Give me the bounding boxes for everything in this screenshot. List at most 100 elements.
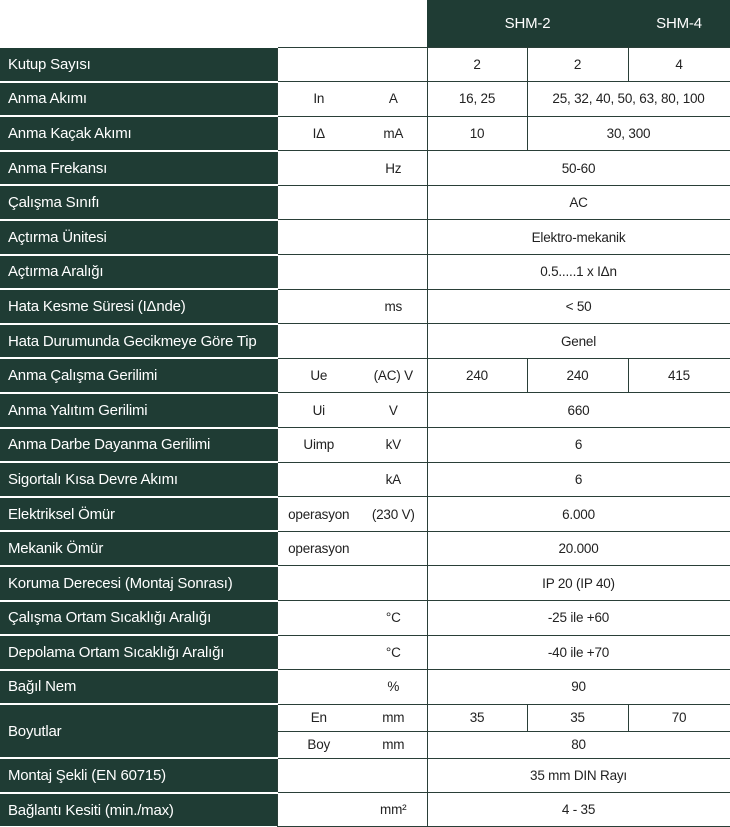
row-label: Elektriksel Ömür [0, 495, 278, 532]
symbol-cell: IΔ [276, 115, 360, 152]
model-header: SHM-2 [427, 0, 629, 47]
value-cell: 240 [426, 357, 528, 394]
table-row: Açtırma Ünitesi Elektro-mekanik [0, 218, 730, 256]
table-row: Sigortalı Kısa Devre Akımı kA 6 [0, 461, 730, 498]
table-row: Hata Kesme Süresi (IΔnde) ms < 50 [0, 288, 730, 325]
symbol-cell [276, 184, 360, 221]
symbol-cell: Uimp [276, 427, 360, 463]
row-label: Anma Darbe Dayanma Gerilimi [0, 426, 278, 463]
row-label: Koruma Derecesi (Montaj Sonrası) [0, 564, 278, 601]
unit-cell: V [360, 392, 428, 429]
value-cell: -25 ile +60 [426, 600, 730, 636]
symbol-cell [276, 757, 360, 794]
value-cell: 10 [426, 115, 528, 152]
unit-cell: (AC) V [360, 357, 428, 394]
row-label: Anma Çalışma Gerilimi [0, 357, 278, 393]
value-cell: 25, 32, 40, 50, 63, 80, 100 [526, 81, 730, 117]
table-row: Çalışma Sınıfı AC [0, 184, 730, 221]
unit-cell: A [360, 81, 428, 117]
value-cell: Elektro-mekanik [426, 219, 730, 256]
row-label: Kutup Sayısı [0, 46, 278, 82]
symbol-cell [276, 254, 360, 290]
table-row: Anma Akımı In A 16, 25 25, 32, 40, 50, 63, 8… [0, 80, 730, 117]
unit-cell: mm [360, 703, 428, 732]
value-cell: 2 [426, 46, 528, 83]
unit-cell: ms [360, 288, 428, 325]
symbol-cell [276, 46, 360, 83]
unit-cell: kA [360, 461, 428, 498]
value-cell: -40 ile +70 [426, 634, 730, 671]
symbol-cell [276, 461, 360, 498]
table-row: Kutup Sayısı 2 2 4 [0, 46, 730, 83]
value-cell: 35 [426, 703, 528, 732]
value-cell: 6 [426, 427, 730, 463]
table-row: Açtırma Aralığı 0.5.....1 x IΔn [0, 253, 730, 290]
header-blank [0, 0, 427, 47]
model-header: SHM-4 [628, 0, 730, 47]
value-cell: < 50 [426, 288, 730, 325]
unit-cell: Hz [360, 150, 428, 186]
symbol-cell: In [276, 81, 360, 117]
value-cell: 16, 25 [426, 81, 528, 117]
symbol-cell [276, 669, 360, 705]
table-row: Elektriksel Ömür operasyon (230 V) 6.000 [0, 495, 730, 532]
unit-cell: °C [360, 600, 428, 636]
row-label: Depolama Ortam Sıcaklığı Aralığı [0, 634, 278, 670]
value-cell: 30, 300 [526, 115, 730, 152]
symbol-cell: Ue [276, 357, 360, 394]
value-cell: 50-60 [426, 150, 730, 186]
unit-cell [360, 565, 428, 601]
unit-cell [360, 254, 428, 290]
table-row: Koruma Derecesi (Montaj Sonrası) IP 20 (I… [0, 564, 730, 601]
symbol-cell: Ui [276, 392, 360, 429]
symbol-cell [276, 323, 360, 359]
symbol-cell: operasyon [276, 496, 360, 532]
value-cell: IP 20 (IP 40) [426, 565, 730, 601]
row-label: Çalışma Sınıfı [0, 184, 278, 220]
table-row: Bağlantı Kesiti (min./max) mm² 4 - 35 [0, 791, 730, 827]
unit-cell [360, 219, 428, 256]
row-label: Sigortalı Kısa Devre Akımı [0, 461, 278, 497]
symbol-cell [276, 565, 360, 601]
unit-cell [360, 757, 428, 794]
unit-cell: kV [360, 427, 428, 463]
row-label: Anma Kaçak Akımı [0, 115, 278, 151]
row-label: Montaj Şekli (EN 60715) [0, 757, 278, 793]
table-row: Anma Çalışma Gerilimi Ue (AC) V 240 240 415 [0, 357, 730, 394]
value-cell: 2 [526, 46, 629, 83]
table-row: Mekanik Ömür operasyon 20.000 [0, 530, 730, 567]
value-cell: Genel [426, 323, 730, 359]
value-cell: 90 [426, 669, 730, 705]
table-row: Montaj Şekli (EN 60715) 35 mm DIN Rayı [0, 757, 730, 794]
value-cell: 6 [426, 461, 730, 498]
table-row: Bağıl Nem% 90 [0, 668, 730, 705]
row-label: Anma Akımı [0, 80, 278, 117]
value-cell: 20.000 [426, 530, 730, 567]
value-cell: 4 - 35 [426, 792, 730, 827]
row-label: Bağıl Nem [0, 668, 278, 705]
row-label: Anma Frekansı [0, 149, 278, 186]
unit-cell [360, 530, 428, 567]
unit-cell: % [360, 669, 428, 705]
value-cell: 415 [627, 357, 730, 394]
table-row: Boyutlar En mm 35 35 70 [0, 703, 730, 759]
value-cell: 660 [426, 392, 730, 429]
row-label: Mekanik Ömür [0, 530, 278, 566]
table-row: Anma Yalıtım Gerilimi Ui V 660 [0, 391, 730, 429]
row-label: Hata Kesme Süresi (IΔnde) [0, 288, 278, 324]
unit-cell: mm² [360, 792, 428, 827]
symbol-cell: En [276, 703, 360, 732]
value-cell: 70 [627, 703, 730, 732]
row-label: Anma Yalıtım Gerilimi [0, 391, 278, 428]
table-row: Çalışma Ortam Sıcaklığı Aralığı °C -25 ile… [0, 599, 730, 636]
table-row: Anma Kaçak Akımı IΔ mA 10 30, 300 [0, 115, 730, 152]
value-cell: AC [426, 184, 730, 221]
table-row: Depolama Ortam Sıcaklığı Aralığı °C -40 il… [0, 634, 730, 671]
value-cell: 6.000 [426, 496, 730, 532]
row-label: Bağlantı Kesiti (min./max) [0, 791, 278, 827]
row-label: Boyutlar [0, 703, 278, 759]
unit-cell [360, 184, 428, 221]
symbol-cell [276, 219, 360, 256]
symbol-cell [276, 150, 360, 186]
